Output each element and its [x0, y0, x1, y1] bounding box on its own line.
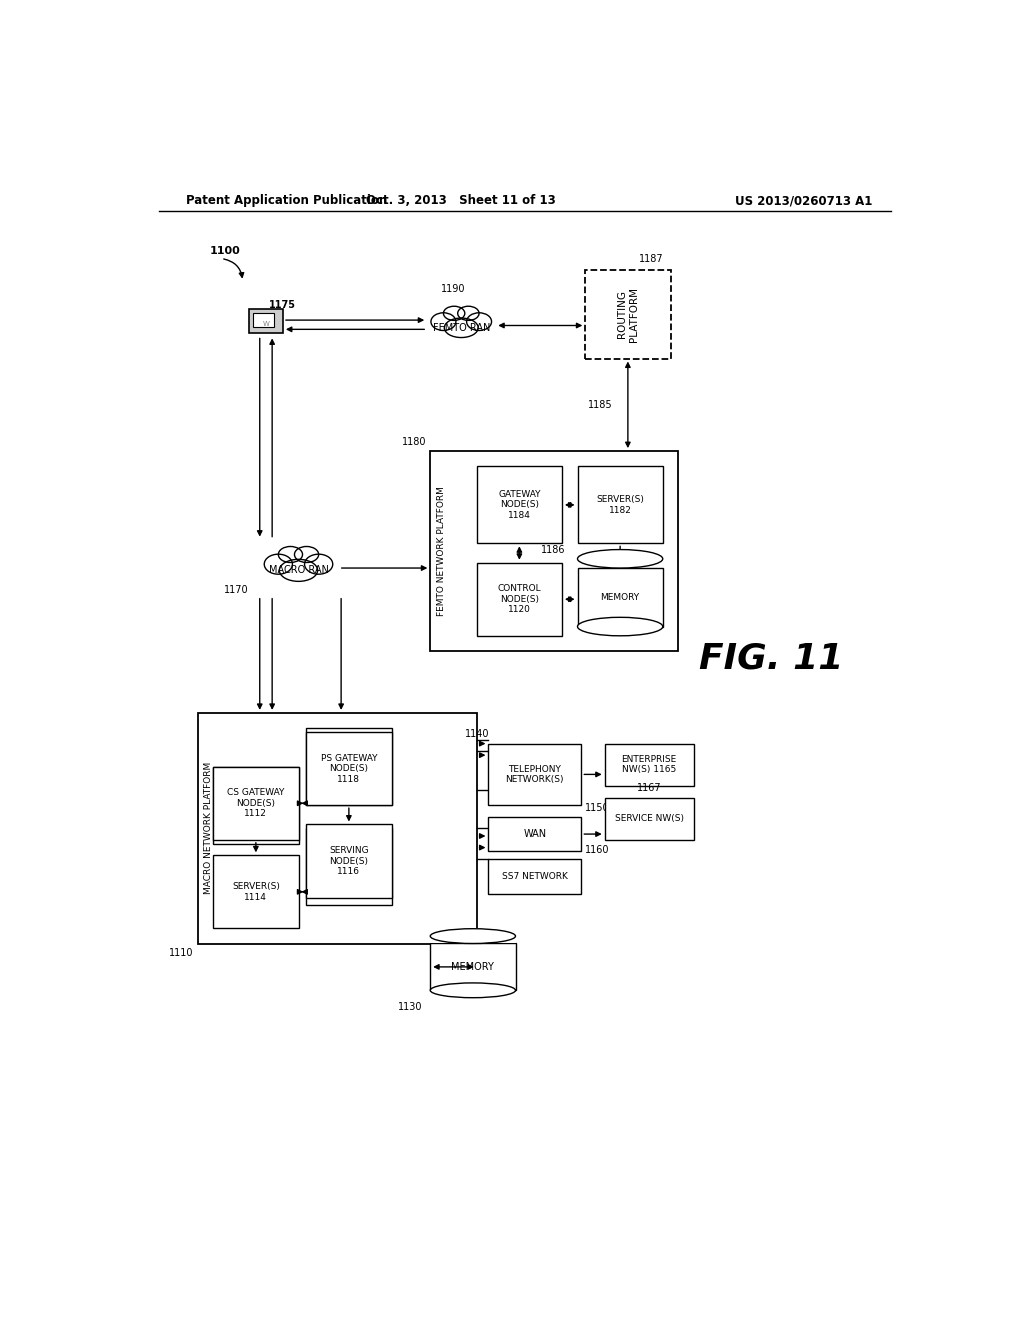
Text: 1180: 1180 [401, 437, 426, 446]
Bar [430, 944, 515, 990]
Ellipse shape [443, 306, 465, 321]
Bar [578, 466, 663, 544]
Bar [477, 466, 562, 544]
Text: 1160: 1160 [586, 845, 609, 855]
Text: 1170: 1170 [223, 585, 248, 594]
Ellipse shape [430, 983, 515, 998]
Text: MEMORY: MEMORY [600, 593, 640, 602]
Text: ENTERPRISE
NW(S) 1165: ENTERPRISE NW(S) 1165 [622, 755, 677, 775]
Text: W: W [262, 321, 269, 327]
Text: MACRO NETWORK PLATFORM: MACRO NETWORK PLATFORM [204, 762, 213, 895]
Text: MEMORY: MEMORY [452, 962, 495, 972]
Ellipse shape [458, 306, 479, 321]
Bar [198, 713, 477, 944]
Bar [488, 817, 582, 851]
Text: Oct. 3, 2013   Sheet 11 of 13: Oct. 3, 2013 Sheet 11 of 13 [367, 194, 556, 207]
Text: 1190: 1190 [441, 284, 466, 294]
Bar [430, 451, 678, 651]
Text: SERVICE NW(S): SERVICE NW(S) [614, 814, 684, 824]
Text: SERVING
NODE(S)
1116: SERVING NODE(S) 1116 [329, 851, 369, 882]
Text: 1100: 1100 [209, 246, 240, 256]
Bar [488, 743, 582, 805]
Text: CS GATEWAY
NODE(S)
1112: CS GATEWAY NODE(S) 1112 [227, 791, 285, 820]
Text: FEMTO RAN: FEMTO RAN [432, 323, 489, 333]
Text: 1167: 1167 [637, 783, 662, 793]
Bar [306, 729, 391, 805]
Text: Patent Application Publication: Patent Application Publication [186, 194, 387, 207]
Ellipse shape [295, 546, 318, 562]
Bar [213, 767, 299, 843]
Text: 1110: 1110 [169, 948, 194, 958]
Ellipse shape [578, 549, 663, 568]
Bar [604, 743, 693, 785]
Text: CONTROL
NODE(S)
1120: CONTROL NODE(S) 1120 [498, 585, 542, 614]
Ellipse shape [280, 560, 317, 581]
Bar [477, 562, 562, 636]
Bar [488, 859, 582, 894]
Text: FIG. 11: FIG. 11 [699, 642, 844, 676]
FancyArrowPatch shape [223, 259, 244, 277]
Ellipse shape [431, 313, 456, 330]
Text: 1130: 1130 [398, 1002, 423, 1012]
Ellipse shape [264, 554, 293, 574]
Ellipse shape [304, 554, 333, 574]
Text: FEMTO NETWORK PLATFORM: FEMTO NETWORK PLATFORM [436, 486, 445, 616]
Bar [306, 829, 391, 906]
Text: 1175: 1175 [269, 301, 296, 310]
Text: SERVER(S)
1182: SERVER(S) 1182 [596, 495, 644, 515]
Text: ROUTING
PLATFORM: ROUTING PLATFORM [617, 286, 639, 342]
Text: SS7 NETWORK: SS7 NETWORK [502, 873, 568, 880]
Ellipse shape [444, 318, 478, 338]
Text: PS GATEWAY
NODE(S)
1118: PS GATEWAY NODE(S) 1118 [321, 752, 377, 781]
Bar [249, 309, 283, 333]
Text: MACRO RAN: MACRO RAN [268, 565, 329, 576]
Text: 1186: 1186 [542, 545, 566, 554]
Bar [213, 855, 299, 928]
Text: SERVER(S)
1114: SERVER(S) 1114 [232, 882, 280, 902]
Text: PS GATEWAY
NODE(S)
1118: PS GATEWAY NODE(S) 1118 [321, 754, 377, 784]
Text: GATEWAY
NODE(S)
1184: GATEWAY NODE(S) 1184 [498, 490, 541, 520]
Bar [306, 733, 391, 805]
Ellipse shape [578, 618, 663, 636]
Text: US 2013/0260713 A1: US 2013/0260713 A1 [734, 194, 872, 207]
Ellipse shape [430, 929, 515, 944]
Text: TELEPHONY
NETWORK(S): TELEPHONY NETWORK(S) [506, 764, 564, 784]
Bar [578, 549, 663, 568]
Text: 1150: 1150 [586, 803, 610, 813]
Bar [604, 797, 693, 840]
Text: CS GATEWAY
NODE(S)
1112: CS GATEWAY NODE(S) 1112 [227, 788, 285, 818]
Bar [306, 825, 391, 898]
Bar [586, 271, 671, 359]
Text: 1185: 1185 [588, 400, 612, 409]
Bar [430, 928, 515, 942]
Bar [213, 767, 299, 840]
Text: SERVING
NODE(S)
1116: SERVING NODE(S) 1116 [329, 846, 369, 876]
Ellipse shape [467, 313, 492, 330]
Ellipse shape [279, 546, 302, 562]
Text: WAN: WAN [523, 829, 547, 840]
Text: 1140: 1140 [465, 730, 489, 739]
Bar [578, 568, 663, 627]
Bar [253, 313, 274, 327]
Text: 1187: 1187 [639, 253, 664, 264]
